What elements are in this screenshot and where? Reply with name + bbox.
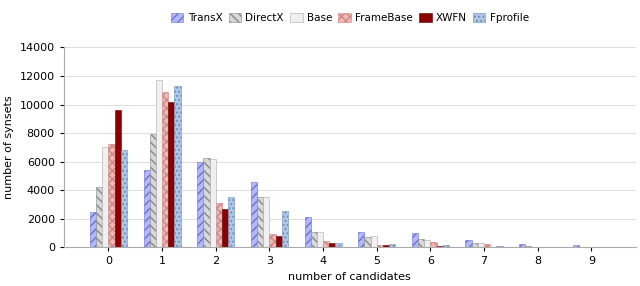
Bar [335, 243, 342, 247]
Bar [143, 170, 150, 247]
Bar [102, 147, 108, 247]
Bar [216, 203, 222, 247]
Legend: TransX, DirectX, Base, FrameBase, XWFN, Fprofile: TransX, DirectX, Base, FrameBase, XWFN, … [167, 9, 533, 27]
Bar [115, 110, 121, 247]
Bar [228, 196, 234, 247]
Bar [121, 150, 127, 247]
Bar [412, 233, 418, 247]
Bar [430, 242, 436, 247]
Bar [209, 159, 216, 247]
Bar [329, 243, 335, 247]
Y-axis label: number of synsets: number of synsets [4, 96, 14, 199]
Bar [323, 241, 329, 247]
Bar [497, 246, 502, 247]
Bar [436, 246, 443, 247]
Bar [478, 243, 484, 247]
Bar [377, 245, 383, 247]
Bar [418, 239, 424, 247]
Bar [251, 182, 257, 247]
Bar [150, 134, 156, 247]
Bar [424, 240, 430, 247]
Bar [383, 245, 389, 247]
Bar [358, 232, 364, 247]
Bar [168, 102, 174, 247]
Bar [443, 245, 449, 247]
Bar [269, 235, 276, 247]
Bar [276, 236, 282, 247]
Bar [257, 197, 263, 247]
Bar [162, 92, 168, 247]
Bar [484, 245, 490, 247]
Bar [305, 217, 310, 247]
Bar [310, 232, 317, 247]
Bar [465, 240, 472, 247]
Bar [317, 232, 323, 247]
Bar [174, 86, 180, 247]
Bar [472, 243, 478, 247]
Bar [364, 237, 371, 247]
Bar [108, 144, 115, 247]
Bar [204, 158, 209, 247]
Bar [371, 236, 377, 247]
X-axis label: number of candidates: number of candidates [289, 272, 412, 282]
Bar [156, 80, 162, 247]
Bar [96, 186, 102, 247]
Bar [282, 211, 288, 247]
Bar [222, 209, 228, 247]
Bar [519, 245, 525, 247]
Bar [389, 245, 395, 247]
Bar [90, 212, 96, 247]
Bar [573, 245, 579, 247]
Bar [263, 197, 269, 247]
Bar [197, 162, 204, 247]
Bar [525, 246, 531, 247]
